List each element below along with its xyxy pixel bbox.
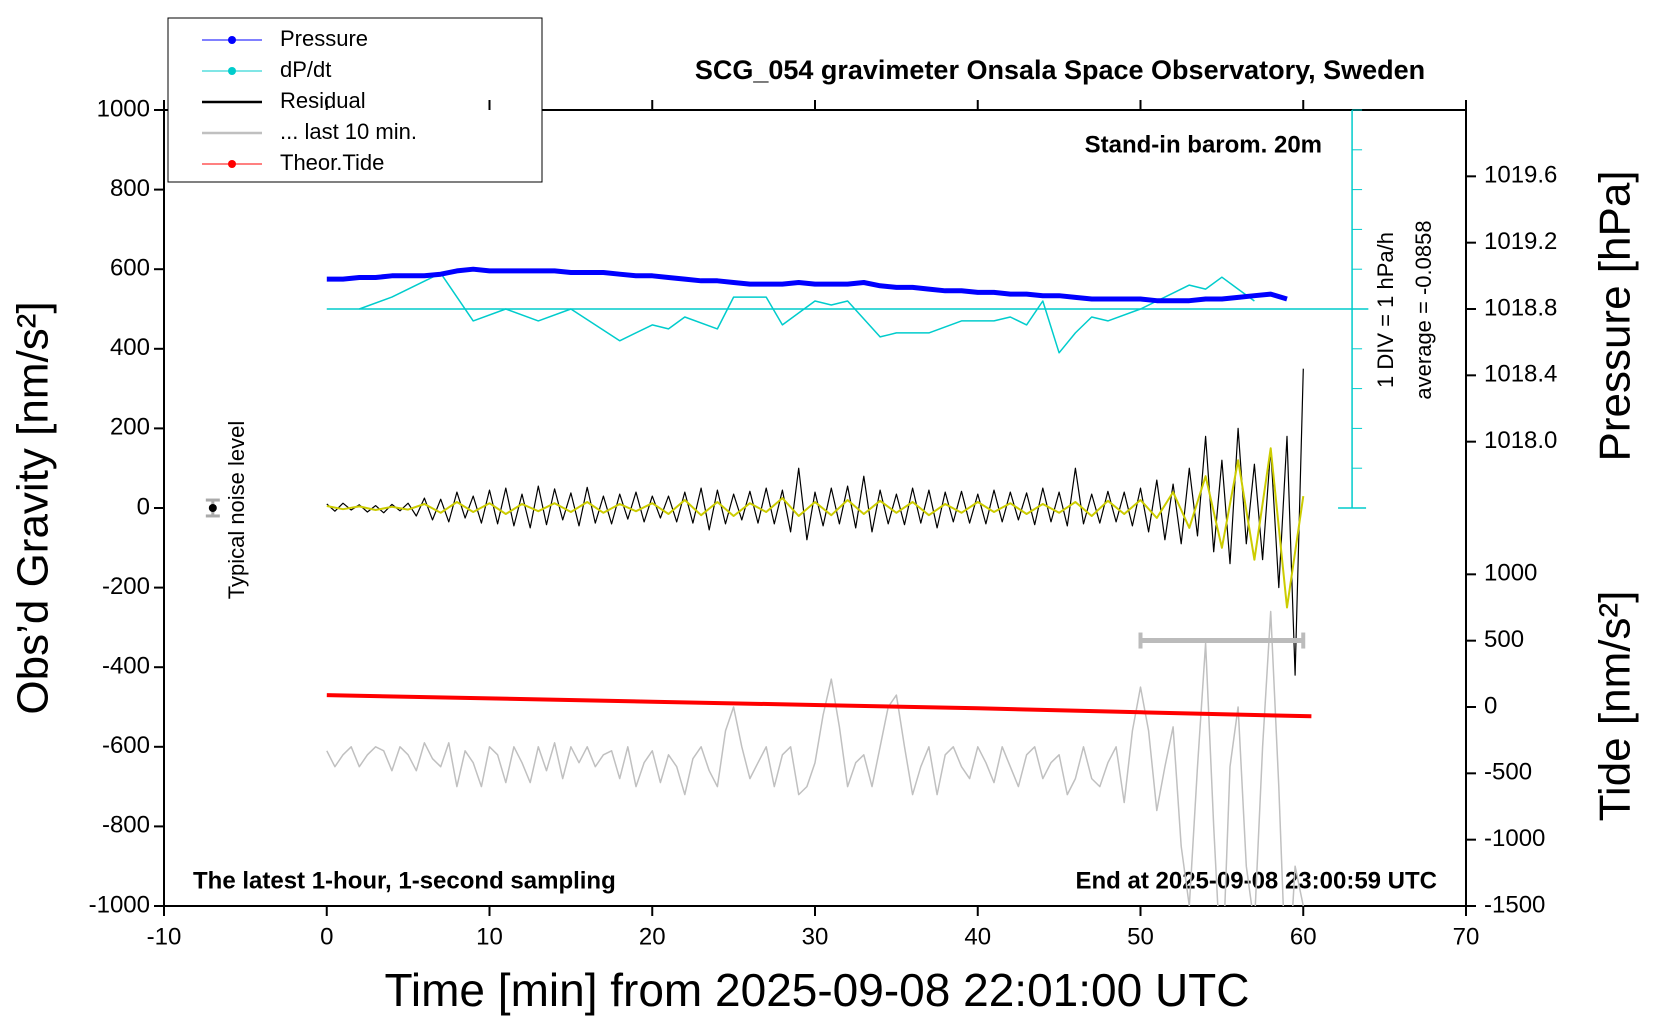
x-tick-label: 60 xyxy=(1290,923,1317,950)
y2-tick-label: 1018.4 xyxy=(1484,361,1557,388)
y3-tick-label: 500 xyxy=(1484,626,1524,653)
plot-area xyxy=(326,266,1312,906)
legend-label: ... last 10 min. xyxy=(280,119,417,144)
series-line xyxy=(326,368,1304,676)
y2-tick-label: 1018.8 xyxy=(1484,294,1557,321)
series-line xyxy=(326,447,1305,609)
x-tick-label: 20 xyxy=(639,923,666,950)
y3-axis-title: Tide [nm/s²] xyxy=(1591,591,1640,822)
x-tick-label: 50 xyxy=(1127,923,1154,950)
x-tick-label: 10 xyxy=(476,923,503,950)
y3-tick-label: 1000 xyxy=(1484,560,1537,587)
y-tick-label: -800 xyxy=(102,812,150,839)
annotation: 1 DIV = 1 hPa/h xyxy=(1373,232,1398,388)
x-tick-label: -10 xyxy=(147,923,182,950)
series-line xyxy=(359,272,1255,354)
x-tick-label: 40 xyxy=(964,923,991,950)
x-axis-title: Time [min] from 2025-09-08 22:01:00 UTC xyxy=(385,964,1250,1016)
y-tick-label: 800 xyxy=(110,175,150,202)
y-tick-label: 400 xyxy=(110,334,150,361)
y-tick-label: -200 xyxy=(102,573,150,600)
legend-marker xyxy=(228,36,236,44)
annotation: Typical noise level xyxy=(224,421,249,600)
x-tick-label: 70 xyxy=(1453,923,1480,950)
legend-label: Theor.Tide xyxy=(280,150,384,175)
y3-tick-label: -1000 xyxy=(1484,825,1545,852)
y2-tick-label: 1019.2 xyxy=(1484,228,1557,255)
chart-title: SCG_054 gravimeter Onsala Space Observat… xyxy=(695,55,1425,85)
legend-label: Pressure xyxy=(280,26,368,51)
x-tick-label: 30 xyxy=(802,923,829,950)
series-line xyxy=(326,693,1312,719)
y-tick-label: -1000 xyxy=(89,891,150,918)
y3-tick-label: -500 xyxy=(1484,759,1532,786)
legend-label: Residual xyxy=(280,88,366,113)
legend xyxy=(167,17,543,183)
legend-marker xyxy=(228,67,236,75)
y2-tick-label: 1019.6 xyxy=(1484,162,1557,189)
legend-label: dP/dt xyxy=(280,57,331,82)
plot-frame xyxy=(163,109,1467,907)
y-tick-label: 1000 xyxy=(97,95,150,122)
y-tick-label: 0 xyxy=(137,493,150,520)
y-axis-title: Obs’d Gravity [nm/s²] xyxy=(9,301,58,714)
x-tick-label: 0 xyxy=(320,923,333,950)
y2-axis-title: Pressure [hPa] xyxy=(1591,170,1640,461)
annotation: average = -0.0858 xyxy=(1411,220,1436,399)
y3-tick-label: -1500 xyxy=(1484,891,1545,918)
y-tick-label: -600 xyxy=(102,732,150,759)
series-line xyxy=(326,266,1288,304)
y3-tick-label: 0 xyxy=(1484,692,1497,719)
annotation: The latest 1-hour, 1-second sampling xyxy=(193,867,616,894)
annotation: Stand-in barom. 20m xyxy=(1085,131,1322,158)
series-line xyxy=(326,610,1305,906)
y2-tick-label: 1018.0 xyxy=(1484,427,1557,454)
legend-marker xyxy=(228,160,236,168)
noise-point xyxy=(208,504,217,512)
y-tick-label: 200 xyxy=(110,414,150,441)
y-tick-label: 600 xyxy=(110,255,150,282)
y-tick-label: -400 xyxy=(102,653,150,680)
